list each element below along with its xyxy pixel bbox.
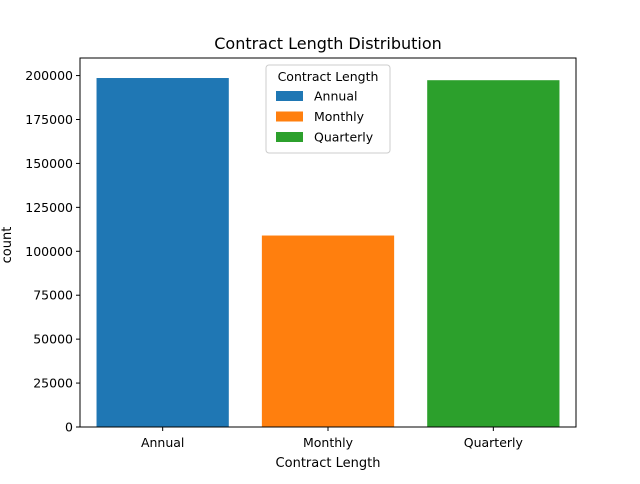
y-tick-label: 150000 bbox=[25, 156, 73, 171]
x-tick-label: Annual bbox=[141, 435, 184, 450]
legend-title: Contract Length bbox=[278, 69, 379, 84]
legend-swatch-quarterly bbox=[276, 132, 303, 142]
legend-label-quarterly: Quarterly bbox=[314, 130, 374, 145]
chart-title: Contract Length Distribution bbox=[214, 34, 442, 53]
bars-group bbox=[96, 78, 560, 428]
y-tick-label: 100000 bbox=[25, 244, 73, 259]
y-tick-label: 50000 bbox=[33, 332, 73, 347]
axes-spines bbox=[79, 57, 577, 428]
y-axis-ticks: 0 25000 50000 75000 100000 125000 150000 175000… bbox=[25, 68, 80, 435]
y-tick-label: 75000 bbox=[33, 288, 73, 303]
legend-swatch-monthly bbox=[276, 111, 303, 122]
chart-legend: Contract Length Annual Monthly Quarterly bbox=[265, 64, 391, 154]
bar-annual bbox=[96, 78, 229, 428]
y-tick-label: 125000 bbox=[25, 200, 73, 215]
legend-label-annual: Annual bbox=[314, 89, 357, 104]
legend-swatch-annual bbox=[276, 91, 303, 101]
axes-frame bbox=[79, 57, 577, 428]
x-tick-label: Quarterly bbox=[464, 435, 524, 450]
y-axis-label: count bbox=[0, 227, 15, 264]
bar-monthly bbox=[261, 235, 395, 427]
legend-label-monthly: Monthly bbox=[314, 109, 365, 124]
x-axis-label: Contract Length bbox=[276, 456, 381, 471]
legend-box bbox=[265, 64, 391, 154]
x-tick-label: Monthly bbox=[303, 435, 354, 450]
y-tick-label: 200000 bbox=[25, 68, 73, 83]
y-tick-label: 0 bbox=[65, 420, 73, 435]
x-axis-ticks: Annual Monthly Quarterly bbox=[141, 427, 524, 450]
y-tick-label: 175000 bbox=[25, 112, 73, 127]
y-tick-label: 25000 bbox=[33, 376, 73, 391]
bar-quarterly bbox=[427, 80, 560, 427]
